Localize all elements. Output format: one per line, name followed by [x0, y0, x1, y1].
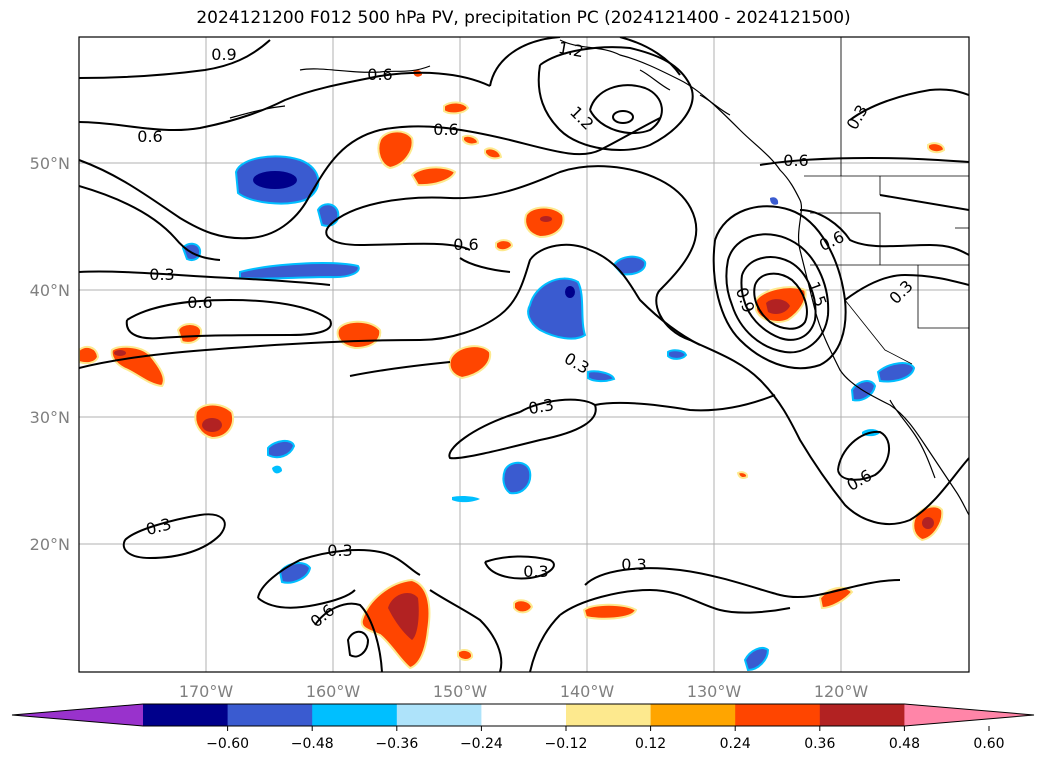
- precip-blob-positive: [582, 603, 638, 620]
- latitude-labels: 50°N 40°N 30°N 20°N: [30, 154, 70, 554]
- colorbar-segment: [396, 704, 482, 726]
- precip-blob-negative: [612, 255, 647, 276]
- lon-label: 120°W: [814, 682, 869, 701]
- colorbar-tick-label: −0.48: [291, 736, 334, 752]
- lat-label: 40°N: [30, 281, 70, 300]
- contour-label: 0.9: [211, 45, 236, 64]
- colorbar-tick-label: 0.60: [973, 736, 1004, 752]
- precip-blob-negative: [587, 370, 616, 383]
- map-border: [78, 36, 970, 673]
- precip-blob-positive: [79, 345, 100, 365]
- colorbar-extend-max: [904, 704, 1034, 726]
- precip-blob-positive: [484, 147, 503, 160]
- colorbar-tick-label: 0.24: [720, 736, 751, 752]
- colorbar-tick-label: 0.12: [635, 736, 666, 752]
- precip-blob-positive: [736, 471, 749, 479]
- colorbar-tick-label: −0.24: [460, 736, 503, 752]
- precip-blob-positive: [462, 134, 480, 146]
- longitude-labels: 170°W 160°W 150°W 140°W 130°W 120°W: [179, 682, 869, 701]
- contour-label: 1.2: [557, 38, 585, 61]
- precip-blob-positive: [927, 142, 946, 154]
- precip-blob-negative: [272, 465, 282, 474]
- precip-core-negative: [565, 286, 575, 298]
- colorbar-segment: [566, 704, 652, 726]
- precip-blob-positive: [448, 345, 492, 380]
- lat-label: 50°N: [30, 154, 70, 173]
- colorbar-tick-label: −0.60: [206, 736, 249, 752]
- precip-blob-positive: [495, 239, 514, 252]
- precip-blob-negative: [316, 203, 340, 227]
- contour-label: 0.6: [433, 120, 458, 139]
- contour-label: 0.3: [149, 265, 174, 284]
- contour-label: 0.6: [783, 151, 808, 170]
- precip-core-positive: [540, 216, 552, 222]
- precip-core-negative: [253, 171, 297, 189]
- precip-blob-positive: [524, 206, 565, 239]
- lon-label: 140°W: [560, 682, 615, 701]
- precip-blob-negative: [502, 461, 532, 495]
- colorbar-extend-min: [12, 704, 143, 726]
- colorbar-segment: [650, 704, 736, 726]
- contour-label: 0.6: [453, 235, 478, 254]
- pv-contours: [79, 37, 969, 672]
- colorbar-segment: [481, 704, 567, 726]
- colorbar: [11, 703, 1035, 727]
- coastlines: [229, 39, 969, 516]
- contour-label: 0.6: [137, 127, 162, 146]
- precip-blob-positive: [457, 648, 474, 661]
- lon-label: 160°W: [306, 682, 361, 701]
- colorbar-tick-label: −0.36: [375, 736, 418, 752]
- lon-label: 150°W: [433, 682, 488, 701]
- lat-label: 20°N: [30, 535, 70, 554]
- contour-label: 0.3: [621, 555, 646, 574]
- contour-label: 0.3: [527, 395, 555, 418]
- contour-label: 0.6: [187, 293, 212, 312]
- precip-blob-positive: [176, 323, 203, 344]
- precip-core-positive: [766, 299, 790, 314]
- contour-label: 0.3: [327, 541, 352, 560]
- colorbar-tick-label: 0.36: [804, 736, 835, 752]
- precip-blob-positive: [110, 345, 165, 388]
- precip-blob-positive: [410, 166, 457, 187]
- precip-core-positive: [922, 517, 934, 529]
- colorbar-labels: −0.60 −0.48 −0.36 −0.24 −0.12 0.12 0.24 0.36 0.4…: [206, 726, 1005, 752]
- precip-blob-negative: [267, 440, 296, 459]
- precip-blob-positive: [377, 130, 414, 170]
- colorbar-outline: [11, 703, 1035, 727]
- colorbar-segment: [735, 704, 821, 726]
- precip-blob-negative: [743, 647, 770, 672]
- precip-blob-negative: [239, 262, 360, 280]
- colorbar-tick-label: 0.48: [889, 736, 920, 752]
- contour-label: 0.6: [367, 65, 392, 84]
- precip-core-positive: [114, 350, 126, 356]
- lat-label: 30°N: [30, 408, 70, 427]
- precip-blob-negative: [876, 362, 916, 383]
- precip-blob-positive: [513, 599, 534, 614]
- colorbar-segment: [312, 704, 398, 726]
- precip-blob-negative: [452, 495, 480, 503]
- precip-blob-positive: [443, 101, 470, 115]
- colorbar-segment: [819, 704, 905, 726]
- lon-label: 170°W: [179, 682, 234, 701]
- contour-label: 0.3: [523, 562, 548, 581]
- precip-core-positive: [202, 418, 222, 432]
- precip-blob-negative: [667, 349, 688, 360]
- colorbar-segment: [143, 704, 229, 726]
- colorbar-tick-label: −0.12: [545, 736, 588, 752]
- lon-label: 130°W: [687, 682, 742, 701]
- precip-core-positive: [388, 593, 419, 640]
- map-title: 2024121200 F012 500 hPa PV, precipitatio…: [196, 8, 851, 28]
- precip-blob-negative: [770, 197, 779, 205]
- colorbar-segment: [227, 704, 313, 726]
- precip-blob-positive: [336, 320, 382, 350]
